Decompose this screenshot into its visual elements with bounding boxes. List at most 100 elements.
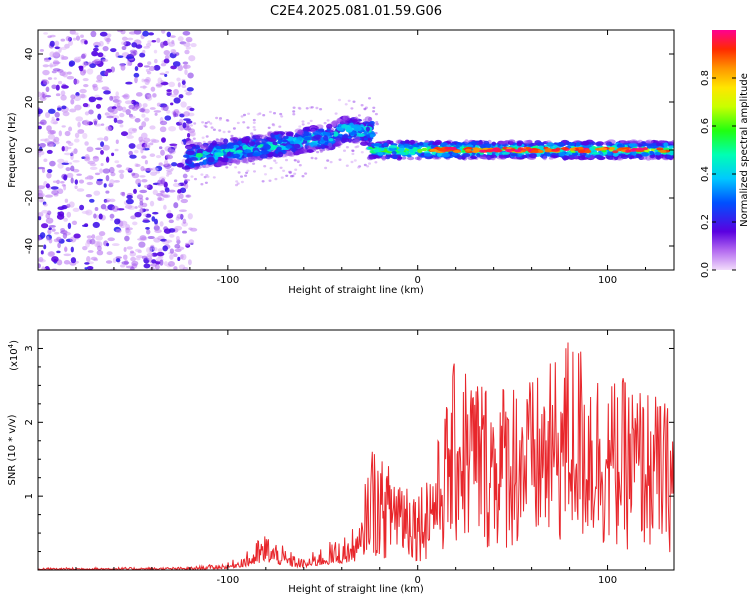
spectrogram-cell bbox=[98, 231, 106, 237]
spectrogram-cell bbox=[46, 125, 52, 132]
spectrogram-cell bbox=[418, 141, 424, 146]
spectrogram-cell bbox=[429, 148, 438, 152]
spectrogram-cell bbox=[114, 218, 121, 225]
spectrogram-cell bbox=[133, 72, 140, 78]
spectrogram-cell bbox=[139, 108, 145, 113]
spectrogram-cell bbox=[87, 250, 94, 253]
spectrogram-cell bbox=[629, 155, 635, 159]
spectrogram-cell bbox=[279, 112, 283, 116]
spectrogram-cell bbox=[99, 168, 103, 174]
spectrogram-cell bbox=[168, 189, 176, 193]
spectrogram-cell bbox=[280, 176, 284, 179]
spectrogram-cell bbox=[67, 142, 74, 147]
spectrogram-cell bbox=[285, 131, 294, 136]
spectrogram-cell bbox=[157, 248, 163, 253]
spectrogram-cell bbox=[285, 144, 293, 149]
spectrogram-x-label: Height of straight line (km) bbox=[288, 285, 424, 296]
spectrogram-cell bbox=[612, 151, 619, 157]
spectrogram-cell bbox=[185, 146, 193, 150]
spectrogram-cell bbox=[169, 254, 174, 260]
spectrogram-cell bbox=[86, 146, 94, 153]
spectrogram-cell bbox=[298, 164, 302, 167]
spectrogram-cell bbox=[85, 193, 93, 198]
spectrogram-cell bbox=[74, 185, 78, 190]
spectrogram-cell bbox=[173, 202, 179, 209]
colorbar-label: Normalized spectral amplitude bbox=[739, 73, 750, 227]
spectrogram-cell bbox=[187, 133, 191, 138]
spectrogram-cell bbox=[194, 165, 202, 169]
spectrogram-cell bbox=[154, 264, 160, 270]
spectrogram-cell bbox=[145, 42, 152, 47]
spectrogram-cell bbox=[166, 171, 173, 175]
spectrogram-cell bbox=[182, 122, 187, 129]
spectrogram-cell bbox=[219, 157, 229, 162]
spectrogram-cell bbox=[105, 260, 113, 264]
spectrogram-cell bbox=[135, 255, 144, 259]
spectrogram-cell bbox=[391, 151, 397, 155]
spectrogram-cell bbox=[153, 49, 158, 54]
spectrogram-cell bbox=[40, 198, 45, 203]
spectrogram-cell bbox=[274, 177, 278, 181]
spectrogram-cell bbox=[365, 126, 370, 132]
spectrogram-cell bbox=[88, 109, 94, 115]
spectrogram-cell bbox=[138, 209, 143, 213]
spectrogram-cell bbox=[155, 154, 162, 159]
spectrogram-cell bbox=[115, 257, 121, 263]
spectrogram-cell bbox=[157, 255, 164, 259]
spectrogram-cell bbox=[289, 140, 295, 145]
spectrogram-cell bbox=[516, 141, 523, 147]
spectrogram-cell bbox=[637, 154, 643, 158]
spectrogram-cell bbox=[201, 121, 205, 124]
spectrogram-cell bbox=[119, 173, 124, 180]
spectrogram-cell bbox=[375, 122, 379, 126]
spectrogram-cell bbox=[50, 186, 59, 190]
spectrogram-cell bbox=[135, 163, 141, 167]
spectrogram-cell bbox=[368, 162, 371, 165]
spectrogram-cell bbox=[109, 179, 115, 185]
spectrogram-cell bbox=[176, 162, 185, 168]
spectrogram-cell bbox=[109, 95, 114, 101]
spectrogram-cell bbox=[45, 217, 54, 224]
spectrogram-cell bbox=[164, 239, 173, 243]
spectrogram-cell bbox=[193, 163, 201, 167]
spectrogram-cell bbox=[184, 69, 188, 76]
spectrogram-cell bbox=[141, 155, 147, 159]
spectrogram-x-tick-label: 0 bbox=[415, 275, 421, 286]
spectrogram-cell bbox=[137, 62, 144, 68]
spectrogram-cell bbox=[62, 111, 70, 117]
spectrogram-cell bbox=[95, 147, 102, 151]
spectrogram-cell bbox=[310, 156, 314, 160]
spectrogram-cell bbox=[182, 173, 188, 179]
spectrogram-cell bbox=[166, 31, 172, 38]
spectrogram-cell bbox=[174, 225, 183, 231]
spectrogram-cell bbox=[186, 150, 195, 156]
spectrogram-cell bbox=[51, 228, 56, 232]
spectrogram-cell bbox=[109, 213, 115, 219]
spectrogram-cell bbox=[620, 140, 629, 144]
spectrogram-cell bbox=[147, 40, 152, 44]
snr-y-label: SNR (10 * v/v) bbox=[7, 414, 18, 485]
spectrogram-cell bbox=[38, 185, 45, 190]
spectrogram-cell bbox=[141, 146, 146, 151]
spectrogram-cell bbox=[167, 261, 175, 267]
spectrogram-cell bbox=[146, 71, 152, 75]
spectrogram-cell bbox=[51, 70, 57, 74]
spectrogram-cell bbox=[75, 35, 81, 41]
snr-scale-exponent: 4 bbox=[7, 343, 15, 348]
spectrogram-cell bbox=[625, 149, 631, 153]
spectrogram-cell bbox=[542, 155, 547, 161]
spectrogram-cell bbox=[149, 153, 156, 158]
spectrogram-cell bbox=[64, 246, 68, 253]
spectrogram-cell bbox=[49, 40, 55, 47]
spectrogram-cell bbox=[62, 71, 68, 78]
spectrogram-cell bbox=[222, 130, 226, 134]
spectrogram-cell bbox=[616, 148, 623, 152]
spectrogram-cell bbox=[187, 213, 193, 220]
spectrogram-cell bbox=[174, 243, 181, 249]
spectrogram-cell bbox=[341, 134, 349, 139]
spectrogram-cell bbox=[48, 238, 53, 244]
spectrogram-cell bbox=[149, 171, 158, 176]
spectrogram-cell bbox=[299, 149, 306, 154]
spectrogram-cell bbox=[68, 162, 73, 165]
spectrogram-cell bbox=[74, 58, 81, 63]
